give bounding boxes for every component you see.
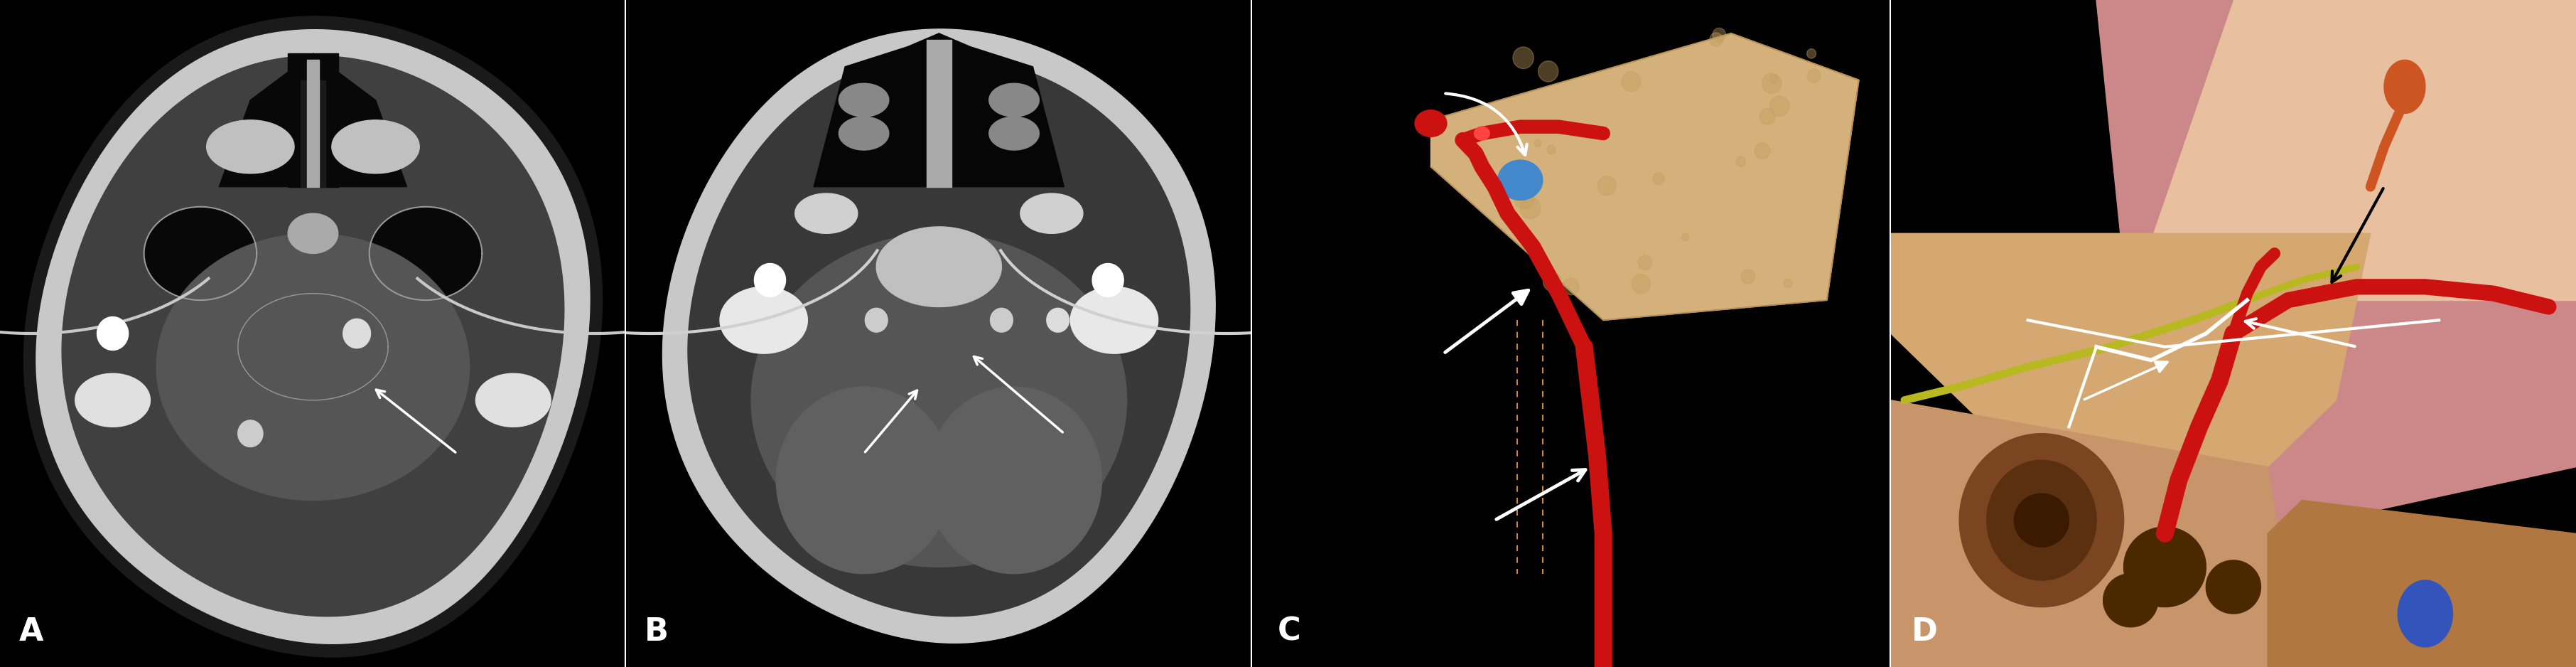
Polygon shape <box>1669 199 1690 221</box>
Polygon shape <box>1744 94 1762 112</box>
Polygon shape <box>2205 560 2262 614</box>
Polygon shape <box>1092 263 1123 297</box>
Polygon shape <box>2097 0 2576 534</box>
Polygon shape <box>1497 160 1543 200</box>
Polygon shape <box>814 33 1064 187</box>
Polygon shape <box>36 29 590 644</box>
Polygon shape <box>927 387 1103 574</box>
Polygon shape <box>23 16 603 657</box>
Polygon shape <box>332 120 420 173</box>
Polygon shape <box>1499 247 1515 264</box>
Polygon shape <box>237 420 263 447</box>
Polygon shape <box>1046 308 1069 332</box>
Polygon shape <box>1716 53 1723 61</box>
Polygon shape <box>2398 580 2452 647</box>
Polygon shape <box>1654 221 1669 239</box>
Text: C: C <box>1278 616 1301 647</box>
Polygon shape <box>157 233 469 500</box>
Polygon shape <box>927 40 951 187</box>
Polygon shape <box>1814 205 1826 220</box>
Polygon shape <box>1891 233 2370 500</box>
Polygon shape <box>98 317 129 350</box>
Polygon shape <box>1623 125 1633 136</box>
Polygon shape <box>1754 51 1762 61</box>
Polygon shape <box>752 233 1126 567</box>
Polygon shape <box>796 193 858 233</box>
Polygon shape <box>775 387 951 574</box>
Polygon shape <box>237 293 389 400</box>
Text: A: A <box>18 616 44 647</box>
Polygon shape <box>2130 0 2576 300</box>
Polygon shape <box>1473 127 1489 140</box>
Polygon shape <box>876 227 1002 307</box>
Polygon shape <box>989 83 1038 117</box>
Polygon shape <box>62 56 564 616</box>
Polygon shape <box>1595 171 1607 183</box>
Polygon shape <box>2102 574 2159 627</box>
Polygon shape <box>1762 179 1783 200</box>
Polygon shape <box>1628 208 1646 225</box>
Polygon shape <box>144 207 258 300</box>
Polygon shape <box>1430 33 1860 320</box>
Polygon shape <box>368 207 482 300</box>
Text: B: B <box>644 616 670 647</box>
Polygon shape <box>688 56 1190 616</box>
Polygon shape <box>1528 239 1546 259</box>
Polygon shape <box>1891 400 2303 667</box>
Polygon shape <box>1618 75 1636 95</box>
Polygon shape <box>652 13 1226 654</box>
Polygon shape <box>2267 500 2576 667</box>
Polygon shape <box>989 308 1012 332</box>
Text: D: D <box>1911 616 1937 647</box>
Polygon shape <box>343 319 371 348</box>
Polygon shape <box>719 287 806 354</box>
Polygon shape <box>989 117 1038 150</box>
Polygon shape <box>2014 494 2069 547</box>
Polygon shape <box>75 374 149 427</box>
Polygon shape <box>477 374 551 427</box>
Polygon shape <box>1690 117 1700 127</box>
Polygon shape <box>1020 193 1082 233</box>
Polygon shape <box>1520 207 1533 221</box>
Polygon shape <box>206 120 294 173</box>
Polygon shape <box>289 213 337 253</box>
Polygon shape <box>1520 279 1540 299</box>
Polygon shape <box>1548 183 1569 203</box>
Polygon shape <box>1072 287 1159 354</box>
Polygon shape <box>1960 434 2123 607</box>
Polygon shape <box>289 53 337 187</box>
Polygon shape <box>866 308 889 332</box>
Polygon shape <box>840 117 889 150</box>
Polygon shape <box>1669 287 1682 300</box>
Polygon shape <box>1718 115 1728 125</box>
Polygon shape <box>219 53 407 187</box>
Polygon shape <box>1680 79 1695 95</box>
Polygon shape <box>1540 134 1553 149</box>
Polygon shape <box>1816 290 1834 310</box>
Polygon shape <box>1546 114 1553 122</box>
Polygon shape <box>755 263 786 297</box>
Polygon shape <box>2385 60 2424 113</box>
Polygon shape <box>2123 527 2205 607</box>
Polygon shape <box>662 29 1216 643</box>
Polygon shape <box>1780 263 1793 278</box>
Polygon shape <box>1986 460 2097 580</box>
Polygon shape <box>1414 110 1448 137</box>
Polygon shape <box>840 83 889 117</box>
Polygon shape <box>307 60 319 187</box>
Polygon shape <box>1767 95 1790 116</box>
Polygon shape <box>301 80 325 187</box>
